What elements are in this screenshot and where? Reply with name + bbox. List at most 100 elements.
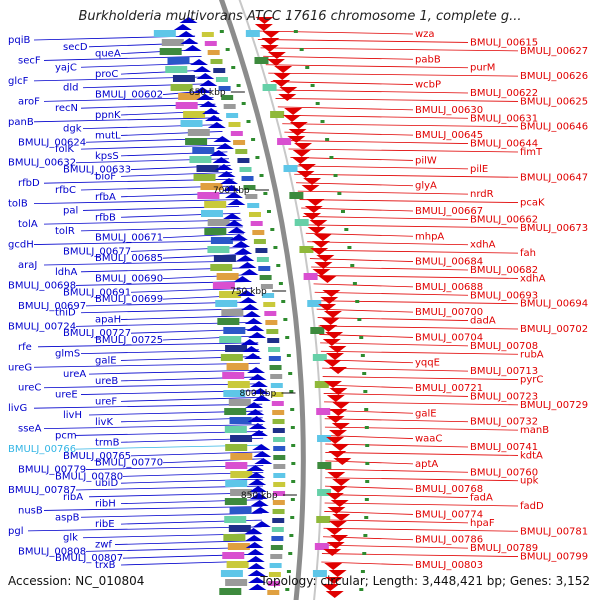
gene-label[interactable]: purM [470, 63, 495, 74]
gene-label[interactable]: fadA [470, 493, 493, 504]
gene-label[interactable]: BMULJ_00789 [470, 543, 538, 554]
gene-label[interactable]: ureB [95, 376, 118, 387]
gene-label[interactable]: BMULJ_00622 [470, 88, 538, 99]
gene-label[interactable]: BMULJ_00624 [18, 137, 86, 148]
gene-label[interactable]: BMULJ_00725 [95, 335, 163, 346]
gene-label[interactable]: BMULJ_00694 [520, 299, 588, 310]
gene-label[interactable]: BMULJ_00685 [95, 253, 163, 264]
gene-label[interactable]: queA [95, 49, 121, 60]
gene-label[interactable]: pgl [8, 526, 23, 537]
gene-label[interactable]: livG [8, 403, 27, 414]
gene-label[interactable]: BMULJ_00682 [470, 265, 538, 276]
gene-label[interactable]: BMULJ_00713 [470, 366, 538, 377]
gene-label[interactable]: pilW [415, 155, 437, 166]
gene-label[interactable]: pilE [470, 164, 488, 175]
gene-label[interactable]: livK [95, 417, 113, 428]
gene-label[interactable]: BMULJ_00700 [415, 307, 483, 318]
gene-label[interactable]: yqqE [415, 358, 440, 369]
gene-label[interactable]: BMULJ_00708 [470, 341, 538, 352]
gene-label[interactable]: pabB [415, 54, 441, 65]
gene-label[interactable]: BMULJ_00803 [415, 560, 483, 571]
gene-label[interactable]: ureE [55, 390, 78, 401]
gene-label[interactable]: xdhA [470, 240, 496, 251]
gene-label[interactable]: BMULJ_00697 [18, 301, 86, 312]
gene-label[interactable]: tolR [55, 226, 75, 237]
gene-label[interactable]: BMULJ_00673 [520, 223, 588, 234]
gene-label[interactable]: BMULJ_00644 [470, 139, 538, 150]
gene-label[interactable]: pyrC [520, 375, 543, 386]
gene-label[interactable]: BMULJ_00780 [55, 471, 123, 482]
gene-label[interactable]: rfe [18, 342, 32, 353]
gene-label[interactable]: BMULJ_00766 [8, 444, 76, 455]
gene-label[interactable]: BMULJ_00807 [55, 553, 123, 564]
gene-label[interactable]: BMULJ_00632 [8, 158, 76, 169]
gene-label[interactable]: galE [95, 355, 117, 366]
gene-label[interactable]: BMULJ_00631 [470, 113, 538, 124]
gene-label[interactable]: BMULJ_00729 [520, 400, 588, 411]
gene-label[interactable]: dld [63, 83, 78, 94]
gene-label[interactable]: ureA [63, 369, 86, 380]
gene-label[interactable]: BMULJ_00625 [520, 96, 588, 107]
gene-label[interactable]: trmB [95, 437, 120, 448]
gene-label[interactable]: ureF [95, 396, 117, 407]
gene-label[interactable]: dadA [470, 316, 496, 327]
gene-label[interactable]: BMULJ_00721 [415, 383, 483, 394]
gene-label[interactable]: BMULJ_00779 [18, 465, 86, 476]
gene-label[interactable]: trxB [95, 560, 116, 571]
gene-label[interactable]: rfbD [18, 178, 40, 189]
gene-label[interactable]: BMULJ_00724 [8, 321, 76, 332]
gene-label[interactable]: BMULJ_00645 [415, 130, 483, 141]
gene-label[interactable]: BMULJ_00671 [95, 233, 163, 244]
gene-label[interactable]: dgk [63, 124, 82, 135]
gene-label[interactable]: ureC [18, 383, 41, 394]
gene-label[interactable]: kdtA [520, 450, 543, 461]
gene-label[interactable]: yajC [55, 62, 77, 73]
gene-label[interactable]: gcdH [8, 240, 34, 251]
gene-label[interactable]: mutL [95, 130, 121, 141]
gene-label[interactable]: BMULJ_00699 [95, 294, 163, 305]
gene-label[interactable]: xdhA [520, 273, 546, 284]
gene-label[interactable]: mhpA [415, 231, 444, 242]
gene-label[interactable]: BMULJ_00626 [520, 71, 588, 82]
gene-label[interactable]: BMULJ_00630 [415, 105, 483, 116]
gene-label[interactable]: BMULJ_00808 [18, 546, 86, 557]
gene-label[interactable]: BMULJ_00693 [470, 290, 538, 301]
gene-label[interactable]: BMULJ_00662 [470, 214, 538, 225]
gene-label[interactable]: recN [55, 103, 78, 114]
gene-label[interactable]: BMULJ_00691 [63, 287, 131, 298]
gene-label[interactable]: aroF [18, 96, 40, 107]
gene-label[interactable]: rfbA [95, 192, 116, 203]
gene-label[interactable]: glcF [8, 76, 29, 87]
gene-label[interactable]: glyA [415, 181, 437, 192]
gene-label[interactable]: panB [8, 117, 34, 128]
gene-label[interactable]: BMULJ_00727 [63, 328, 131, 339]
gene-label[interactable]: fimT [520, 147, 543, 158]
gene-label[interactable]: pal [63, 205, 78, 216]
gene-label[interactable]: fah [520, 248, 536, 259]
gene-label[interactable]: BMULJ_00765 [63, 451, 131, 462]
gene-label[interactable]: BMULJ_00702 [520, 324, 588, 335]
gene-label[interactable]: BMULJ_00690 [95, 274, 163, 285]
gene-label[interactable]: rfbB [95, 212, 116, 223]
gene-label[interactable]: ldhA [55, 267, 77, 278]
gene-label[interactable]: secD [63, 42, 88, 53]
gene-label[interactable]: BMULJ_00781 [520, 526, 588, 537]
gene-label[interactable]: ribH [95, 499, 116, 510]
gene-label[interactable]: pcaK [520, 198, 545, 209]
gene-label[interactable]: BMULJ_00627 [520, 46, 588, 57]
gene-label[interactable]: BMULJ_00723 [470, 391, 538, 402]
gene-label[interactable]: BMULJ_00799 [520, 552, 588, 563]
gene-label[interactable]: BMULJ_00732 [470, 417, 538, 428]
gene-label[interactable]: pcm [55, 430, 77, 441]
gene-label[interactable]: ribA [63, 492, 83, 503]
gene-label[interactable]: ppnK [95, 110, 121, 121]
gene-label[interactable]: proC [95, 69, 118, 80]
gene-label[interactable]: BMULJ_00646 [520, 122, 588, 133]
gene-label[interactable]: upk [520, 476, 539, 487]
gene-label[interactable]: aptA [415, 459, 438, 470]
gene-label[interactable]: wza [415, 29, 435, 40]
gene-label[interactable]: rfbC [55, 185, 76, 196]
gene-label[interactable]: BMULJ_00633 [63, 165, 131, 176]
gene-label[interactable]: thiD [55, 308, 76, 319]
gene-label[interactable]: livH [63, 410, 82, 421]
